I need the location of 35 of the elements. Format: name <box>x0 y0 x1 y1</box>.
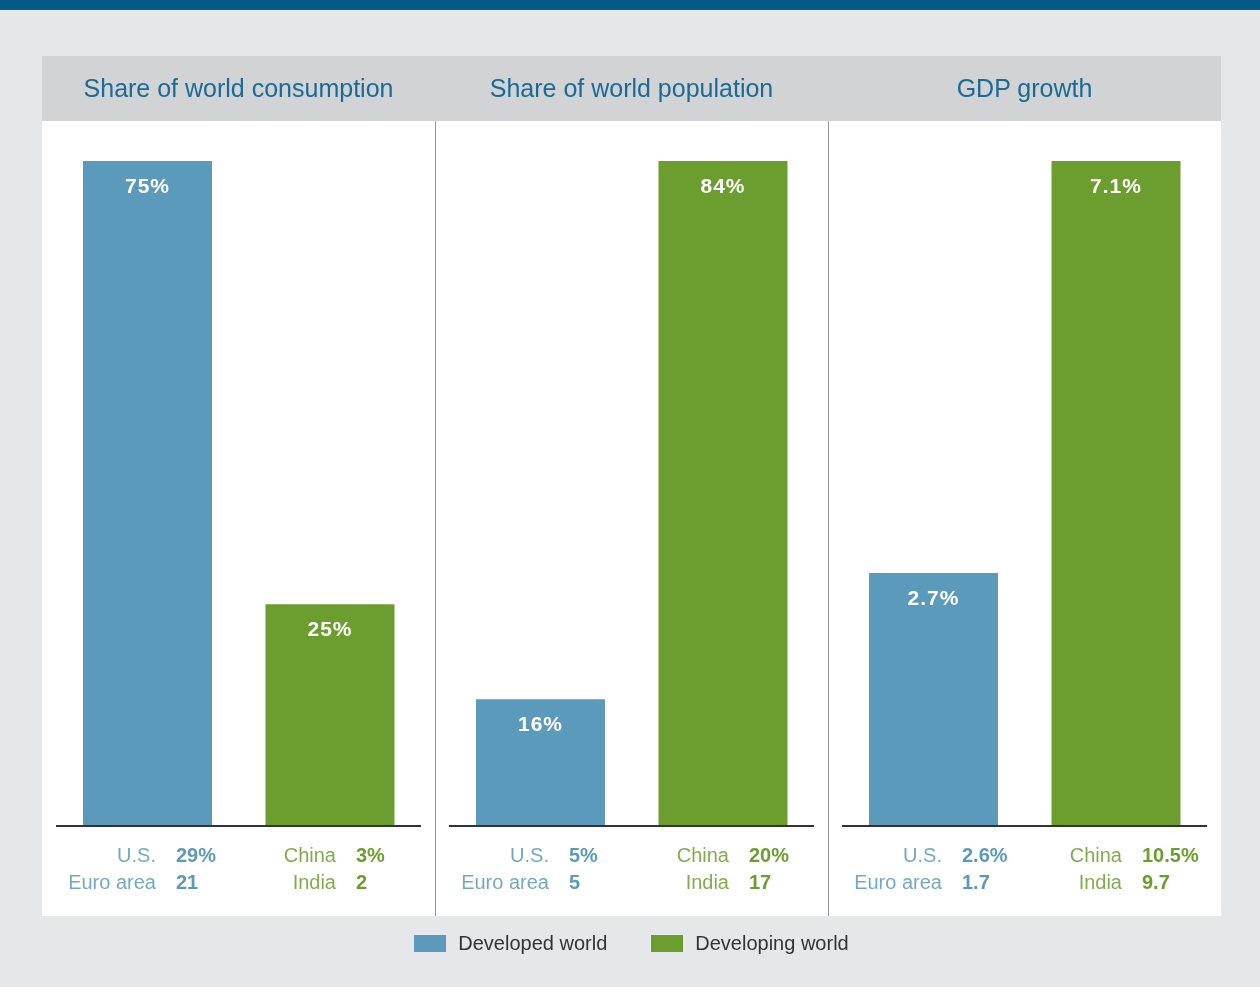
chart-title: Share of world consumption <box>42 56 435 121</box>
text: 5% <box>568 844 599 867</box>
text: 9.7 <box>1141 871 1171 894</box>
text: 21 <box>175 871 200 894</box>
text: 2 <box>355 871 369 894</box>
text: 2.6% <box>961 844 1009 867</box>
chart-title: Share of world population <box>435 56 828 121</box>
text: 5 <box>568 871 582 894</box>
data-label: 84% <box>700 174 746 197</box>
data-label: 7.1% <box>1090 174 1142 197</box>
text: Euro area <box>460 871 549 894</box>
text: 1.7 <box>961 871 991 894</box>
text: U.S. <box>116 844 156 867</box>
text: Euro area <box>67 871 156 894</box>
text: 20% <box>748 844 791 867</box>
text: Euro area <box>853 871 942 894</box>
text: China <box>282 844 336 867</box>
text: 17 <box>748 871 773 894</box>
text: U.S. <box>902 844 942 867</box>
data-label: 25% <box>307 617 353 641</box>
text: 29% <box>175 844 218 867</box>
chart-title: GDP growth <box>828 56 1221 121</box>
text: China <box>675 844 729 867</box>
text: China <box>1068 844 1122 867</box>
text: 10.5% <box>1141 844 1200 867</box>
legend-label: Developing world <box>694 932 849 955</box>
data-label: 16% <box>517 712 564 736</box>
text: 3% <box>355 844 386 867</box>
data-label: 2.7% <box>907 586 960 610</box>
text: India <box>291 871 336 894</box>
text: U.S. <box>509 844 549 867</box>
text: India <box>1077 871 1122 894</box>
legend-label: Developed world <box>457 932 608 955</box>
text: India <box>684 871 729 894</box>
data-label: 75% <box>124 174 171 197</box>
